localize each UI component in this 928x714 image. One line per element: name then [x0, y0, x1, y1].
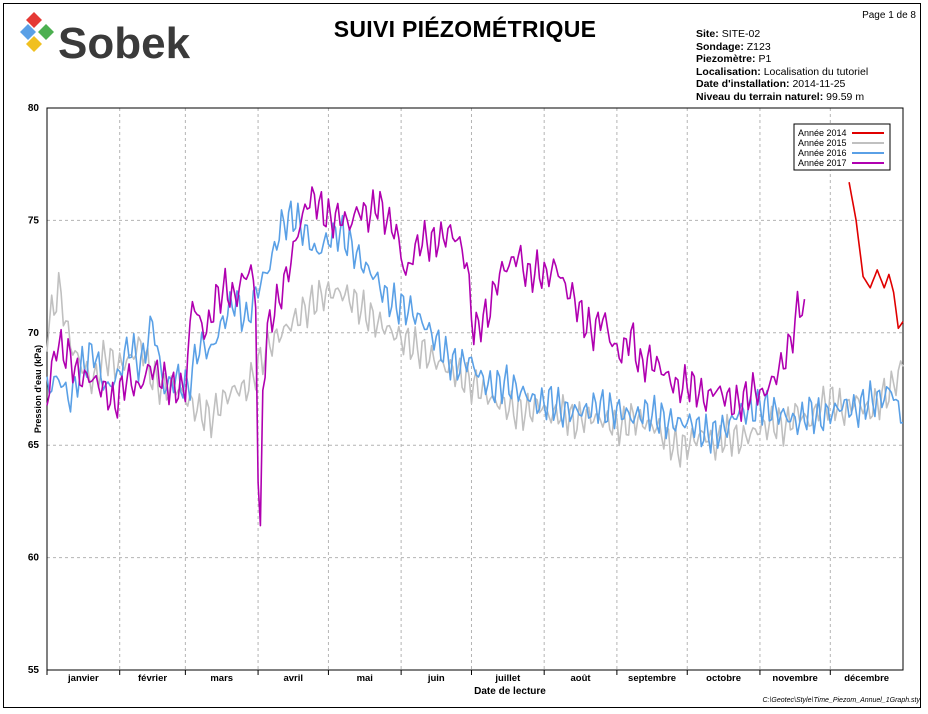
- chart-grid: [47, 108, 903, 670]
- x-tick-label: avril: [283, 673, 303, 684]
- x-tick-label: octobre: [706, 673, 741, 684]
- legend-label: Année 2014: [798, 128, 847, 138]
- series-line-2017: [46, 186, 806, 527]
- x-tick-label: février: [138, 673, 167, 684]
- logo-wordmark: Sobek: [58, 19, 191, 68]
- y-tick-label: 55: [28, 665, 40, 676]
- installation-date-row: Date d'installation: 2014-11-25: [696, 78, 846, 91]
- y-tick-label: 70: [28, 328, 40, 339]
- x-axis: janvier février mars avril mai juin juillet aoû…: [46, 670, 889, 684]
- style-file-path: C:\Geotec\Style\Time_Piezom_Annuel_1Grap…: [762, 697, 920, 704]
- x-tick-label: août: [571, 673, 592, 684]
- x-axis-label: Date de lecture: [474, 686, 546, 697]
- page-number: Page 1 de 8: [862, 10, 916, 21]
- legend-label: Année 2015: [798, 138, 847, 148]
- y-tick-label: 65: [28, 440, 40, 451]
- sobek-logo: Sobek: [20, 12, 191, 68]
- localisation-row: Localisation: Localisation du tutoriel: [696, 65, 869, 78]
- x-tick-label: septembre: [628, 673, 676, 684]
- site-info: Site: SITE-02 Sondage: Z123 Piezomètre: …: [696, 28, 868, 104]
- y-axis: 55 60 65 70 75 80: [28, 103, 40, 676]
- series-group: [46, 182, 904, 527]
- y-tick-label: 75: [28, 215, 40, 226]
- plot-area: [46, 107, 904, 671]
- x-tick-label: janvier: [67, 673, 99, 684]
- y-axis-label: Pression d'eau (kPa): [33, 344, 43, 434]
- series-line-2014: [848, 182, 904, 330]
- logo-diamond-icon: [20, 12, 54, 52]
- x-tick-label: décembre: [844, 673, 889, 684]
- y-tick-label: 60: [28, 553, 40, 564]
- y-tick-label: 80: [28, 103, 40, 114]
- legend-label: Année 2017: [798, 158, 847, 168]
- x-tick-label: novembre: [772, 673, 817, 684]
- site-row: Site: SITE-02: [696, 28, 761, 40]
- x-tick-label: mars: [210, 673, 233, 684]
- ground-level-row: Niveau du terrain naturel: 99.59 m: [696, 90, 865, 103]
- sondage-row: Sondage: Z123: [696, 40, 771, 53]
- report-title: SUIVI PIÉZOMÉTRIQUE: [333, 16, 597, 42]
- series-line-2016: [46, 200, 904, 454]
- x-tick-label: juillet: [494, 673, 521, 684]
- x-tick-label: mai: [357, 673, 373, 684]
- page-frame: [3, 3, 921, 708]
- piezometre-row: Piezomètre: P1: [696, 53, 772, 66]
- x-tick-label: juin: [427, 673, 445, 684]
- legend-label: Année 2016: [798, 148, 847, 158]
